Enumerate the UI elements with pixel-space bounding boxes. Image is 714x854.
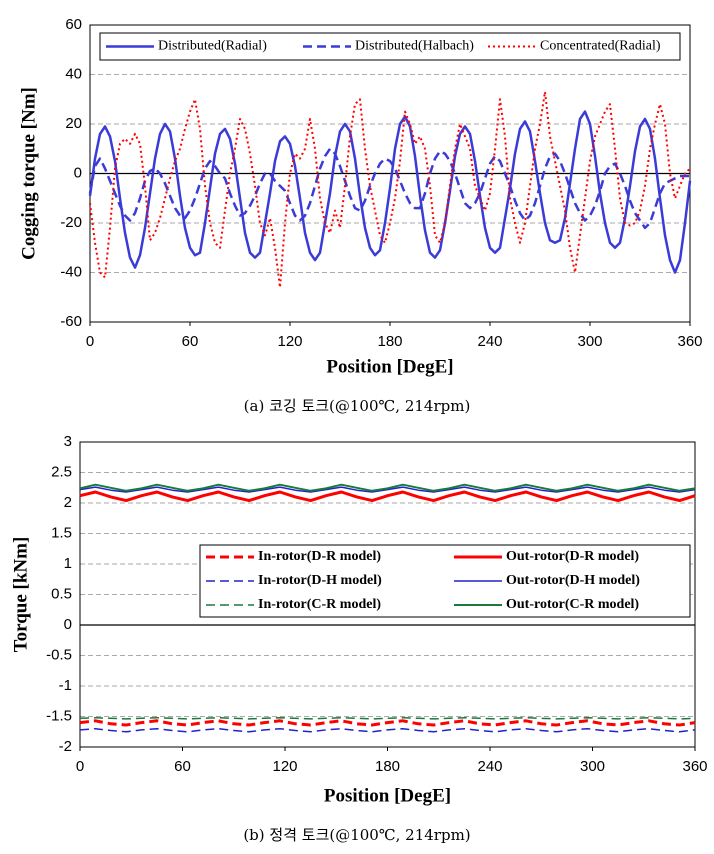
legend-label: In-rotor(D-H model) — [258, 573, 382, 588]
series-line — [88, 147, 690, 230]
x-tick-label: 0 — [86, 333, 94, 350]
x-tick-label: 180 — [377, 333, 402, 350]
x-tick-label: 300 — [580, 758, 605, 775]
y-tick-label: -40 — [60, 263, 82, 280]
series-line — [89, 90, 691, 289]
plot-frame — [79, 441, 696, 748]
x-tick-label: 300 — [577, 333, 602, 350]
legend-box — [99, 32, 681, 61]
series-line — [88, 110, 692, 274]
x-axis-title: Position [DegE] — [326, 356, 453, 377]
x-tick-label: 60 — [174, 758, 191, 775]
y-tick-label: 2 — [64, 494, 72, 511]
y-tick-label: 3 — [64, 433, 72, 450]
y-tick-label: 0 — [64, 616, 72, 633]
x-tick-label: 360 — [682, 758, 707, 775]
x-tick-label: 60 — [182, 333, 199, 350]
legend-label: Distributed(Radial) — [158, 39, 267, 54]
legend-box — [199, 544, 691, 618]
x-axis-title: Position [DegE] — [324, 785, 451, 806]
caption: (b) 정격 토크(@100℃, 214rpm) — [243, 826, 470, 844]
legend-label: Out-rotor(C-R model) — [506, 597, 639, 612]
y-tick-label: 0 — [74, 164, 82, 181]
y-tick-label: 2.5 — [51, 463, 72, 480]
legend-label: Out-rotor(D-H model) — [506, 573, 640, 588]
x-tick-label: 360 — [677, 333, 702, 350]
y-tick-label: 40 — [65, 65, 82, 82]
y-tick-label: -2 — [59, 738, 72, 755]
x-tick-label: 240 — [477, 758, 502, 775]
x-tick-label: 120 — [272, 758, 297, 775]
series-line — [79, 483, 696, 492]
legend-label: In-rotor(C-R model) — [258, 597, 381, 612]
x-tick-label: 120 — [277, 333, 302, 350]
y-tick-label: 1 — [64, 555, 72, 572]
y-tick-label: 0.5 — [51, 585, 72, 602]
x-tick-label: 0 — [76, 758, 84, 775]
y-tick-label: -0.5 — [46, 646, 72, 663]
y-tick-label: -1 — [59, 677, 72, 694]
series-line — [79, 716, 696, 720]
series-line — [79, 486, 696, 493]
caption: (a) 코깅 토크(@100℃, 214rpm) — [244, 397, 471, 415]
y-tick-label: -60 — [60, 313, 82, 330]
y-axis-title: Torque [kNm] — [10, 537, 31, 653]
y-tick-label: -1.5 — [46, 707, 72, 724]
series-line — [79, 490, 696, 503]
legend-label: Out-rotor(D-R model) — [506, 549, 639, 564]
series-line — [79, 727, 696, 733]
legend-label: Distributed(Halbach) — [355, 39, 474, 54]
y-tick-label: 20 — [65, 115, 82, 132]
plot-frame — [89, 24, 691, 323]
legend-label: Concentrated(Radial) — [540, 39, 661, 54]
y-axis-title: Cogging torque [Nm] — [18, 87, 39, 260]
y-tick-label: 1.5 — [51, 524, 72, 541]
legend-label: In-rotor(D-R model) — [258, 549, 381, 564]
x-tick-label: 180 — [375, 758, 400, 775]
series-line — [79, 719, 696, 727]
y-tick-label: 60 — [65, 16, 82, 33]
x-tick-label: 240 — [477, 333, 502, 350]
y-tick-label: -20 — [60, 214, 82, 231]
